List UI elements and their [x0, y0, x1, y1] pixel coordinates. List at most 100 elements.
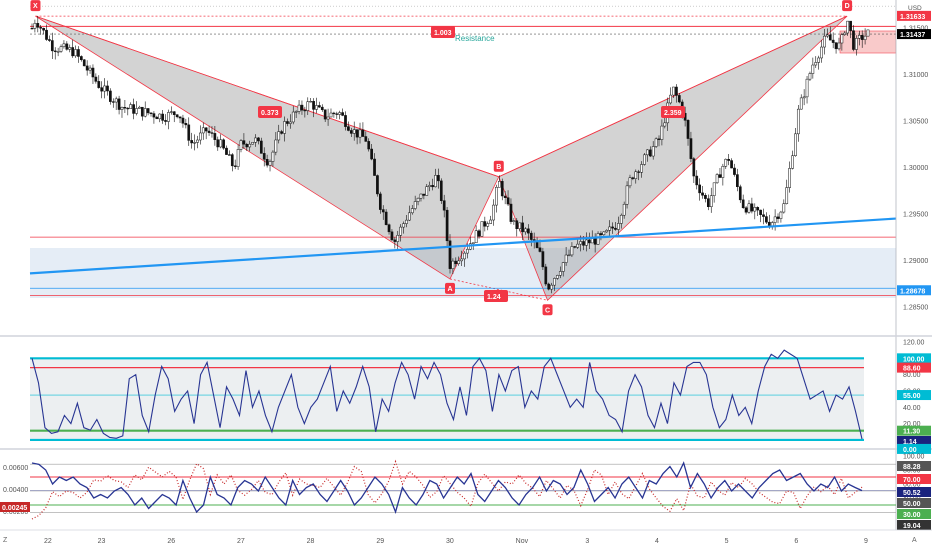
oscillator-1-badge-text: 1.14	[903, 439, 917, 446]
candle-body	[759, 209, 762, 215]
candle-body	[570, 246, 574, 256]
price-axis[interactable]: USD 1.285001.290001.295001.300001.305001…	[895, 0, 932, 550]
candle-body	[741, 199, 745, 208]
candle-body	[857, 35, 861, 39]
candle-body	[201, 127, 205, 134]
candle-body	[756, 207, 760, 211]
candle-body	[204, 127, 208, 132]
candle-body	[178, 116, 182, 119]
candle-body	[323, 109, 327, 120]
candle-body	[239, 140, 243, 150]
candle-body	[709, 195, 713, 207]
candle-body	[689, 138, 693, 159]
oscillator-2-left-badge	[0, 502, 30, 512]
candle-body	[640, 164, 643, 173]
oscillator-2-signal	[31, 459, 863, 520]
candle-body	[167, 112, 170, 122]
candle-body	[155, 116, 159, 120]
candle-body	[860, 35, 864, 40]
candle-body	[169, 111, 173, 113]
candle-body	[480, 221, 484, 237]
auto-scale-icon[interactable]: A	[912, 537, 917, 544]
candle-body	[794, 133, 797, 156]
oscillator-2-axis: 100.0080.0060.0040.0020.000.000.006000.0…	[0, 454, 931, 531]
candle-body	[750, 203, 754, 212]
candle-body	[706, 198, 710, 207]
price-panel[interactable]: X A B C D 0.373 1.24 2.359 1.003 Resistance	[0, 0, 897, 334]
zoom-icon[interactable]: Z	[3, 537, 8, 544]
trendline[interactable]	[29, 217, 897, 275]
candle-body	[132, 104, 135, 114]
candle-body	[724, 158, 728, 167]
candle-body	[721, 166, 725, 178]
candle-body	[384, 211, 388, 225]
candle-body	[564, 254, 568, 263]
candle-body	[259, 140, 263, 154]
candle-body	[280, 131, 283, 134]
candle-body	[701, 192, 704, 196]
oscillator-1-band	[30, 358, 864, 440]
candle-body	[402, 223, 405, 228]
candle-body	[172, 111, 176, 115]
candle-body	[846, 20, 850, 34]
point-tag-text: B	[496, 164, 501, 171]
candle-body	[349, 130, 353, 134]
candle-body	[677, 95, 681, 103]
candle-body	[843, 32, 847, 35]
candle-body	[866, 29, 870, 37]
candle-body	[68, 47, 72, 50]
candlestick-series	[30, 15, 870, 294]
candle-body	[544, 266, 548, 285]
candle-body	[268, 161, 272, 166]
candle-body	[59, 46, 63, 52]
candle-body	[553, 278, 556, 286]
candle-body	[100, 87, 104, 92]
candle-body	[428, 185, 432, 187]
candle-body	[506, 197, 510, 205]
candle-body	[602, 231, 606, 235]
candle-body	[56, 51, 60, 53]
candle-body	[692, 158, 696, 177]
candle-body	[230, 154, 234, 167]
oscillator-1-axis: 120.00100.0080.0060.0040.0020.000.00100.…	[897, 340, 931, 454]
candle-body	[497, 181, 501, 188]
candle-body	[277, 131, 281, 141]
point-tag-text: A	[448, 286, 453, 293]
candle-body	[82, 59, 86, 67]
candle-body	[422, 193, 426, 196]
candle-body	[698, 184, 701, 194]
oscillator-2-left-badge-text: 0.00245	[2, 505, 27, 512]
candle-body	[611, 226, 614, 229]
oscillator-2-left-tick: 0.00200	[3, 509, 28, 516]
candle-body	[558, 271, 562, 276]
candle-body	[765, 216, 768, 223]
candle-body	[863, 35, 867, 40]
candle-body	[811, 64, 815, 74]
candle-body	[550, 284, 553, 290]
candle-body	[181, 117, 185, 124]
time-axis[interactable]: 22 23 26 27 28 29 30 Nov 3 4 5 6 9 Z A	[0, 529, 932, 545]
candle-body	[686, 120, 690, 139]
candle-body	[410, 208, 414, 214]
candle-body	[471, 242, 475, 244]
candle-body	[634, 171, 638, 179]
time-tick-label: 4	[655, 538, 659, 545]
pattern-leg	[498, 15, 848, 178]
candle-body	[593, 238, 597, 245]
candle-body	[492, 204, 495, 221]
candle-body	[500, 181, 504, 197]
time-tick-label: 9	[864, 538, 868, 545]
oscillator-1-panel[interactable]: 120.00100.0080.0060.0040.0020.000.00100.…	[30, 340, 931, 454]
candle-body	[193, 142, 196, 144]
candle-body	[140, 106, 144, 117]
candle-body	[85, 65, 89, 71]
candle-body	[538, 247, 542, 252]
ratio-labels: 0.373 1.24 2.359 1.003	[258, 26, 685, 302]
oscillator-2-panel[interactable]: 100.0080.0060.0040.0020.000.000.006000.0…	[0, 454, 931, 531]
candle-body	[515, 220, 519, 229]
candle-body	[529, 232, 533, 240]
time-tick-label: 26	[167, 538, 175, 545]
candle-body	[660, 125, 664, 140]
candle-body	[736, 174, 739, 187]
